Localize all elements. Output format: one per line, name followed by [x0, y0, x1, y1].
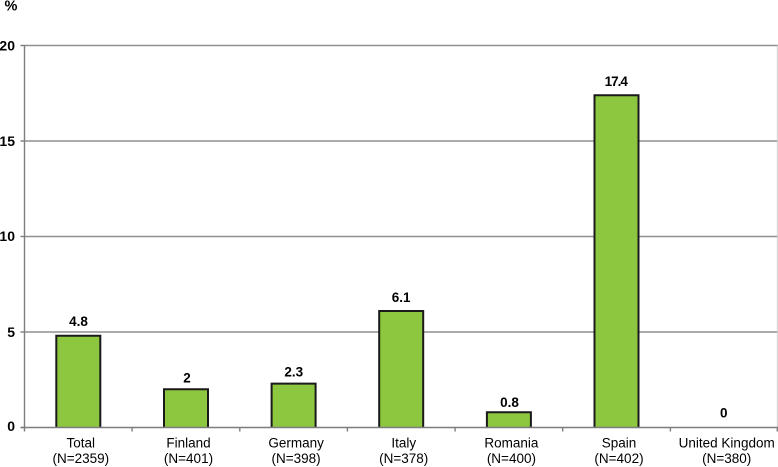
svg-text:(N=398): (N=398): [272, 451, 321, 466]
svg-text:15: 15: [0, 133, 15, 149]
svg-text:(N=378): (N=378): [379, 451, 428, 466]
svg-text:0.8: 0.8: [500, 395, 519, 410]
svg-text:5: 5: [7, 324, 15, 340]
svg-text:10: 10: [0, 228, 15, 244]
svg-text:0: 0: [720, 405, 728, 420]
svg-text:United Kingdom: United Kingdom: [679, 436, 775, 451]
svg-text:(N=380): (N=380): [702, 451, 751, 466]
svg-text:0: 0: [7, 418, 15, 434]
svg-text:20: 20: [0, 38, 15, 54]
svg-text:4.8: 4.8: [69, 314, 88, 329]
svg-text:(N=2359): (N=2359): [52, 451, 109, 466]
svg-text:2.3: 2.3: [284, 364, 303, 379]
svg-text:(N=400): (N=400): [487, 451, 536, 466]
svg-text:Spain: Spain: [602, 436, 637, 451]
svg-text:Italy: Italy: [391, 436, 416, 451]
svg-text:Romania: Romania: [484, 436, 539, 451]
svg-text:%: %: [5, 0, 18, 14]
svg-text:Finland: Finland: [166, 436, 210, 451]
svg-text:17.4: 17.4: [605, 74, 629, 89]
svg-text:(N=402): (N=402): [594, 451, 643, 466]
svg-text:6.1: 6.1: [392, 290, 411, 305]
svg-text:2: 2: [183, 370, 191, 385]
svg-text:Total: Total: [67, 436, 96, 451]
svg-text:Germany: Germany: [268, 436, 324, 451]
svg-text:(N=401): (N=401): [164, 451, 213, 466]
